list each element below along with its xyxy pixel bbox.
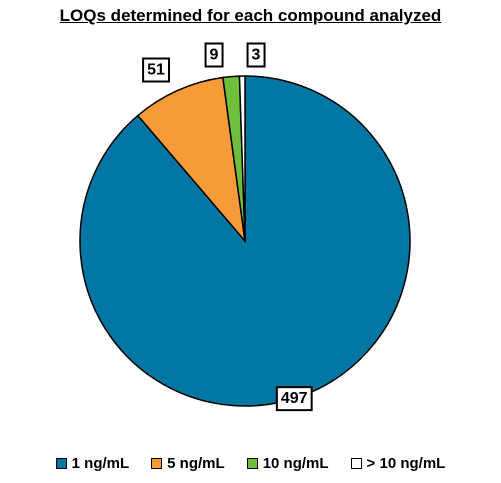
legend-item-2: 5 ng/mL: [151, 455, 225, 472]
legend-item-4: > 10 ng/mL: [350, 455, 446, 472]
legend-label-1: 1 ng/mL: [71, 455, 130, 472]
data-label-4: 3: [246, 42, 266, 68]
legend-swatch-1: [55, 458, 67, 469]
legend-label-2: 5 ng/mL: [167, 455, 225, 472]
chart-title: LOQs determined for each compound analyz…: [59, 6, 442, 25]
data-label-1: 497: [275, 386, 313, 412]
legend-label-4: > 10 ng/mL: [366, 455, 446, 472]
svg-text:497: 497: [281, 390, 308, 407]
pie-slice-4: [238, 75, 246, 242]
svg-text:3: 3: [252, 47, 261, 64]
data-label-3: 9: [204, 42, 224, 68]
svg-text:51: 51: [147, 62, 165, 79]
pie-slice-2: [136, 76, 247, 244]
svg-text:9: 9: [210, 47, 219, 64]
data-label-2: 51: [142, 57, 170, 83]
legend-label-3: 10 ng/mL: [262, 455, 329, 472]
legend-item-1: 1 ng/mL: [55, 455, 130, 472]
legend: 1 ng/mL 5 ng/mL 10 ng/mL > 10 ng/mL: [0, 455, 501, 472]
legend-swatch-2: [151, 458, 163, 469]
pie-chart: 497 51 9 3: [79, 42, 411, 412]
legend-swatch-4: [350, 458, 362, 469]
legend-item-3: 10 ng/mL: [246, 455, 329, 472]
legend-swatch-3: [246, 458, 258, 469]
